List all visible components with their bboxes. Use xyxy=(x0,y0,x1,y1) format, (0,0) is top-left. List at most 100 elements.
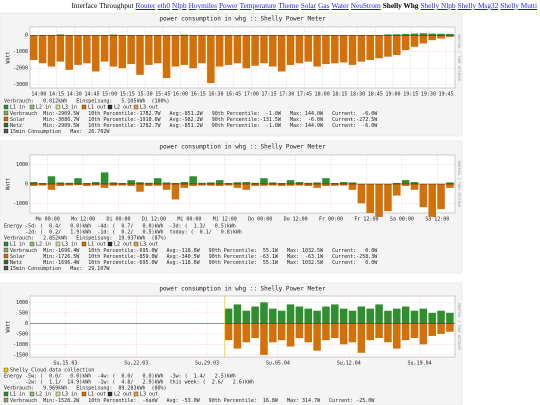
data-bar xyxy=(215,180,224,184)
stat-line: Verbrauch Min:-1696.4W 10th Percentile:-… xyxy=(10,248,378,254)
nav-link[interactable]: Gas xyxy=(318,1,330,10)
legend-swatch xyxy=(3,367,9,373)
nav-link[interactable]: eth0 xyxy=(157,1,170,10)
data-bar xyxy=(357,306,366,324)
legend-swatch xyxy=(3,265,9,271)
legend-label: L2 in xyxy=(36,105,51,111)
data-bar xyxy=(207,182,215,184)
data-bar xyxy=(242,35,251,69)
watermark: RRDTOOL / TOBI OETIKER xyxy=(457,303,461,350)
x-tick-label: Fr 00:00 xyxy=(319,217,343,223)
data-bar xyxy=(83,184,91,186)
data-bar xyxy=(277,323,286,341)
legend-label: L2 in xyxy=(36,242,51,248)
data-bar xyxy=(233,182,242,184)
data-bar xyxy=(47,35,56,67)
data-bar xyxy=(331,35,339,64)
x-tick-label: 18:30 xyxy=(350,92,365,98)
data-bar xyxy=(428,33,436,36)
nav-link[interactable]: Solar xyxy=(300,1,317,10)
nav-link[interactable]: Nlpb xyxy=(172,1,187,10)
nav-link[interactable]: Shelly Mutti xyxy=(500,1,537,10)
stat-label: Verbrauch xyxy=(10,111,37,117)
data-bar xyxy=(348,184,357,190)
data-bar xyxy=(437,184,445,210)
data-bar xyxy=(38,184,47,186)
legend-swatch xyxy=(3,104,9,110)
x-tick-label: 18:45 xyxy=(368,92,383,98)
graphs: power consumption in whg :: Shelly Power… xyxy=(0,12,463,405)
data-bar xyxy=(100,172,109,184)
nav-link[interactable]: Hoymiles xyxy=(188,1,217,10)
data-bar xyxy=(286,184,295,186)
data-bar xyxy=(410,323,419,339)
stat-line: Netz Min:-2909.5W 10th Percentile:-1782.… xyxy=(10,123,378,129)
data-bar xyxy=(419,33,428,36)
data-bar xyxy=(198,182,206,184)
data-bar xyxy=(83,35,91,64)
data-bar xyxy=(56,35,65,62)
data-bar xyxy=(375,35,383,59)
data-bar xyxy=(384,323,392,343)
data-bar xyxy=(38,35,47,64)
nav-link[interactable]: Theme xyxy=(278,1,299,10)
data-bar xyxy=(384,310,392,324)
data-bar xyxy=(348,323,357,343)
nav-link[interactable]: Temperature xyxy=(239,1,277,10)
x-tick-label: 15:45 xyxy=(155,92,170,98)
data-bar xyxy=(295,184,304,186)
data-bar xyxy=(277,310,286,324)
data-bar xyxy=(260,184,268,186)
data-bar xyxy=(118,35,127,69)
legend-label: L1 out xyxy=(88,105,106,111)
nav-link[interactable]: Shelly Whg xyxy=(382,1,419,10)
data-bar xyxy=(331,183,339,184)
nav-link[interactable]: Power xyxy=(219,1,238,10)
legend-swatch xyxy=(29,104,35,110)
y-tick-label: -1000 xyxy=(13,342,28,348)
legend-swatch xyxy=(107,241,113,247)
legend-swatch xyxy=(3,391,9,397)
data-bar xyxy=(339,184,348,186)
data-bar xyxy=(446,184,454,188)
data-bar xyxy=(375,184,383,217)
data-bar xyxy=(65,35,73,70)
stat-line: Verbrauch Min:-2909.5W 10th Percentile:-… xyxy=(10,111,378,117)
nav-link[interactable]: Router xyxy=(135,1,156,10)
data-bar xyxy=(331,184,339,186)
data-bar xyxy=(419,184,428,208)
legend-swatch xyxy=(3,110,9,116)
nav-link[interactable]: Shelly Nlpb xyxy=(420,1,456,10)
x-tick-label: Mo 12:00 xyxy=(71,217,95,223)
data-bar xyxy=(393,184,401,196)
legend-label: L1 in xyxy=(10,242,25,248)
x-tick-label: 17:30 xyxy=(279,92,294,98)
nav-link[interactable]: Shelly Msg32 xyxy=(457,1,499,10)
data-bar xyxy=(410,35,419,47)
plot-border xyxy=(29,26,456,89)
y-axis-label: Watt xyxy=(6,320,12,332)
nav-link[interactable]: NeuStrom xyxy=(350,1,381,10)
data-bar xyxy=(313,323,321,351)
y-tick-label: 0 xyxy=(25,321,28,327)
y-tick-label: -2000 xyxy=(13,66,28,72)
data-bar xyxy=(339,308,348,324)
data-bar xyxy=(295,323,304,339)
stat-line: Netz Min:-1696.4W 10th Percentile:-695.0… xyxy=(10,260,378,266)
nav-link[interactable]: Water xyxy=(331,1,349,10)
data-bar xyxy=(277,183,286,184)
stat-label: 15min Consumption xyxy=(10,129,61,135)
data-bar xyxy=(242,323,251,343)
y-tick-label: 0 xyxy=(25,182,28,188)
data-bar xyxy=(322,184,330,186)
data-bar xyxy=(242,184,251,190)
data-bar xyxy=(242,310,251,324)
plot-border xyxy=(29,154,456,214)
stat-values: Min:-3080.7W 10th Percentile:-1910.6W Av… xyxy=(25,117,378,123)
data-bar xyxy=(83,183,91,184)
stat-line: Solar Min:-1726.5W 10th Percentile:-859.… xyxy=(10,254,378,260)
marker-label: Shelly Cloud data collection xyxy=(10,368,94,374)
data-bar xyxy=(304,308,313,324)
x-tick-label: 17:45 xyxy=(297,92,312,98)
